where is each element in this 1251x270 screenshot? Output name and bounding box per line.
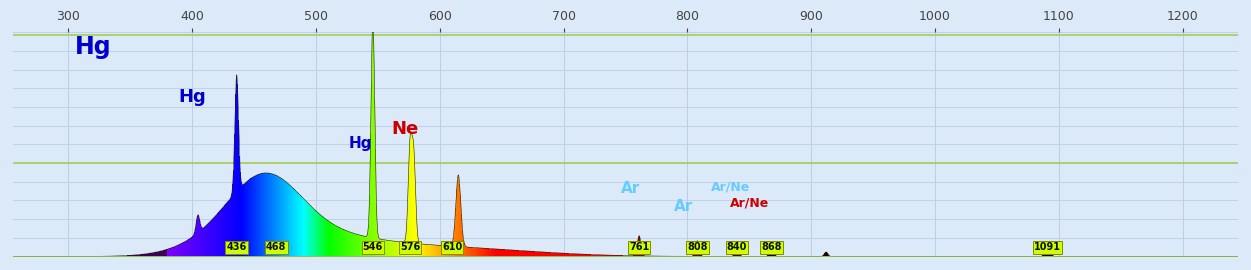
Text: Ar/Ne: Ar/Ne xyxy=(729,197,769,210)
Text: Hg: Hg xyxy=(75,35,111,59)
Text: Ar: Ar xyxy=(620,181,641,196)
Text: 1091: 1091 xyxy=(1035,242,1061,252)
Text: 761: 761 xyxy=(629,242,649,252)
Text: Ar/Ne: Ar/Ne xyxy=(711,181,751,194)
Text: 868: 868 xyxy=(762,242,782,252)
Text: 576: 576 xyxy=(400,242,420,252)
Text: Ne: Ne xyxy=(392,120,419,138)
Text: 546: 546 xyxy=(363,242,383,252)
Text: Hg: Hg xyxy=(349,136,373,151)
Text: Ar: Ar xyxy=(674,199,693,214)
Text: 610: 610 xyxy=(442,242,463,252)
Text: 840: 840 xyxy=(727,242,747,252)
Text: 808: 808 xyxy=(687,242,708,252)
Text: 436: 436 xyxy=(226,242,246,252)
Text: Hg: Hg xyxy=(178,88,206,106)
Text: 468: 468 xyxy=(266,242,286,252)
